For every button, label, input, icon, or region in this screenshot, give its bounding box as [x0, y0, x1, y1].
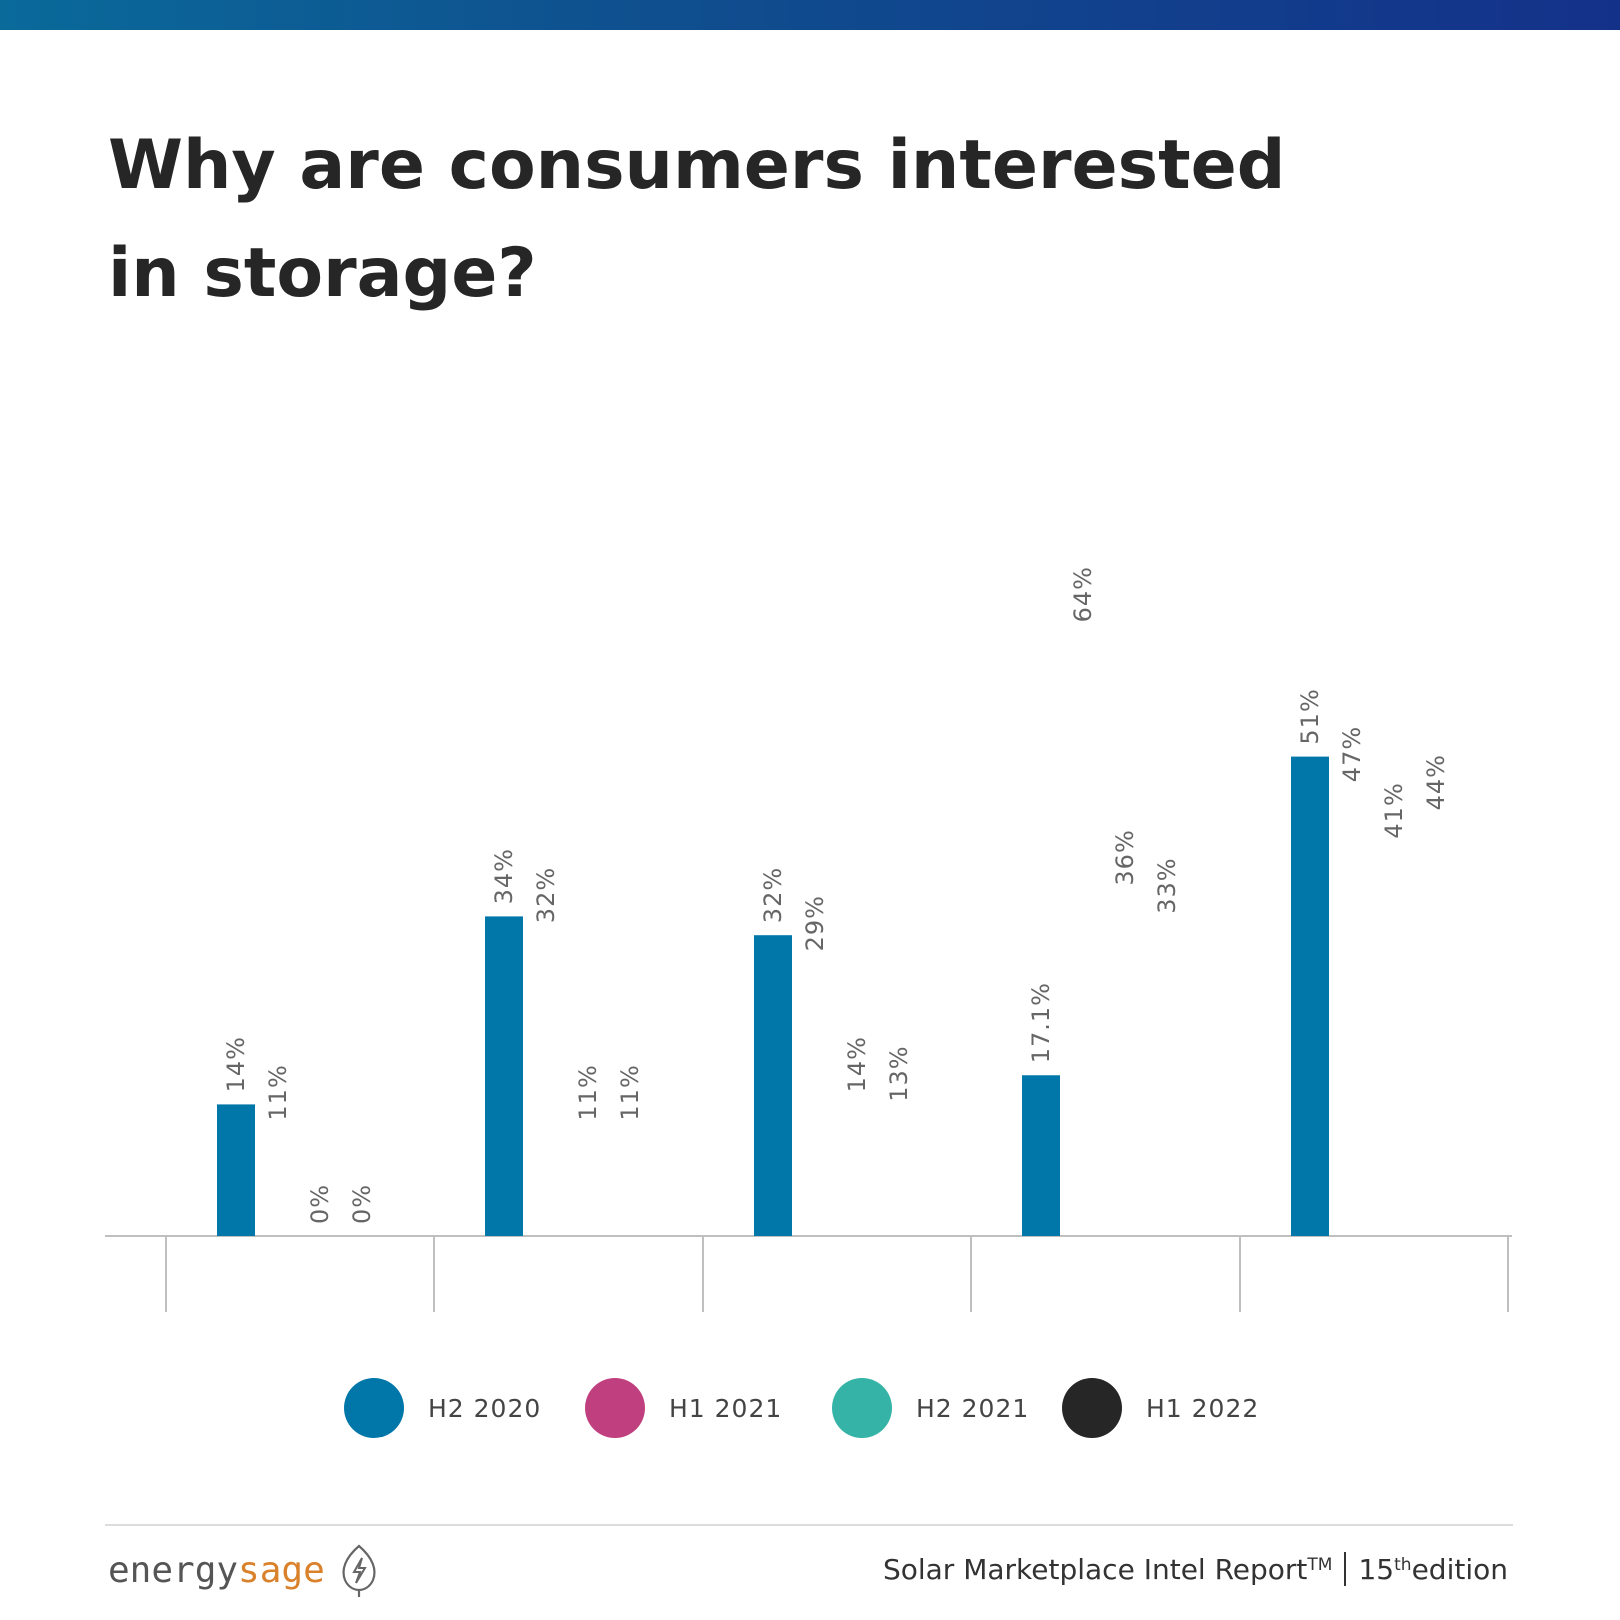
report-name: Solar Marketplace Intel Report	[882, 1552, 1308, 1586]
footer-divider	[105, 1524, 1513, 1526]
legend-label: H2 2020	[428, 1393, 542, 1423]
trademark: TM	[1307, 1555, 1333, 1575]
energysage-logo: energy sage	[108, 1540, 383, 1600]
chart-legend: H2 2020 H1 2021 H2 2021 H1 2022	[0, 1378, 1620, 1448]
top-banner-bar	[0, 0, 1620, 30]
data-label-h2-2021-2: 14%	[843, 1036, 871, 1092]
legend-item-h2-2020[interactable]: H2 2020	[344, 1378, 541, 1438]
data-label-h1-2022-0: 0%	[348, 1184, 376, 1224]
legend-swatch	[832, 1378, 892, 1438]
data-label-h2-2020-1: 34%	[490, 848, 518, 904]
data-label-h2-2020-3: 17.1%	[1027, 982, 1055, 1063]
title-line-2: in storage?	[108, 234, 537, 313]
bar-chart: 14% 34% 32% 17.1% 51% 11% 32% 29% 64% 47% 0% 11% 14%…	[105, 566, 1512, 1312]
data-label-h1-2021-0: 11%	[264, 1064, 292, 1120]
bar-h2-2020-0[interactable]	[217, 1104, 255, 1236]
data-label-h1-2022-4: 44%	[1422, 754, 1450, 810]
page-title: Why are consumers interested in storage?	[108, 112, 1408, 328]
logo-text-sage: sage	[238, 1549, 325, 1591]
bar-h2-2020-3[interactable]	[1022, 1075, 1060, 1236]
data-label-h2-2020-0: 14%	[222, 1036, 250, 1092]
data-label-h1-2021-3: 64%	[1069, 566, 1097, 622]
legend-label: H1 2021	[669, 1393, 783, 1423]
leaf-bolt-icon	[342, 1544, 376, 1597]
legend-label: H2 2021	[916, 1393, 1030, 1423]
data-label-h1-2021-1: 32%	[532, 867, 560, 923]
legend-item-h1-2021[interactable]: H1 2021	[585, 1378, 782, 1438]
legend-item-h2-2021[interactable]: H2 2021	[832, 1378, 1029, 1438]
bar-h2-2020-1[interactable]	[485, 916, 523, 1236]
edition-word: edition	[1411, 1552, 1508, 1586]
title-line-1: Why are consumers interested	[108, 126, 1286, 205]
legend-swatch	[1062, 1378, 1122, 1438]
data-label-h2-2020-2: 32%	[759, 867, 787, 923]
data-label-h2-2021-0: 0%	[306, 1184, 334, 1224]
legend-item-h1-2022[interactable]: H1 2022	[1062, 1378, 1259, 1438]
logo-text-energy: energy	[108, 1549, 239, 1591]
report-separator	[1344, 1552, 1347, 1586]
data-label-h2-2021-4: 41%	[1380, 782, 1408, 838]
bar-h2-2020-4[interactable]	[1291, 756, 1329, 1236]
data-label-h1-2022-3: 33%	[1153, 857, 1181, 913]
data-label-h2-2021-3: 36%	[1111, 829, 1139, 885]
edition-number: 15	[1358, 1552, 1395, 1586]
data-label-h1-2021-4: 47%	[1338, 726, 1366, 782]
data-label-h1-2022-1: 11%	[616, 1064, 644, 1120]
edition-suffix: th	[1394, 1555, 1412, 1575]
legend-swatch	[344, 1378, 404, 1438]
bar-h2-2020-2[interactable]	[754, 935, 792, 1236]
data-label-h2-2020-4: 51%	[1296, 688, 1324, 744]
data-label-h1-2022-2: 13%	[885, 1045, 913, 1101]
legend-swatch	[585, 1378, 645, 1438]
legend-label: H1 2022	[1146, 1393, 1260, 1423]
data-label-h2-2021-1: 11%	[574, 1064, 602, 1120]
data-label-h1-2021-2: 29%	[801, 895, 829, 951]
